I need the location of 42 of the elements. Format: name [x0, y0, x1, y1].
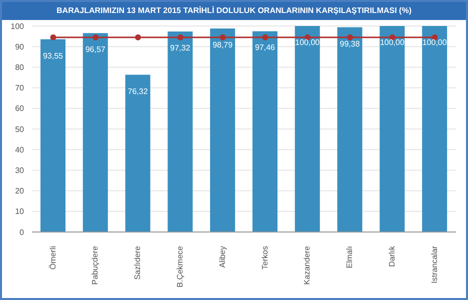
- x-tick-label: B.Çekmece: [176, 245, 185, 288]
- y-tick-label: 40: [15, 145, 25, 154]
- y-tick-label: 50: [15, 124, 25, 134]
- y-tick-label: 80: [15, 63, 25, 72]
- data-label: 98,79: [212, 40, 234, 50]
- x-tick-label: Darlık: [388, 245, 397, 267]
- y-tick-label: 100: [10, 22, 25, 31]
- data-label: 99,38: [340, 39, 360, 48]
- data-label: 97,32: [170, 44, 191, 53]
- y-tick-label: 20: [15, 186, 25, 196]
- bar: [337, 27, 362, 232]
- bar: [82, 33, 108, 232]
- bar: [125, 74, 150, 232]
- x-tick-label: Istrancalar: [430, 246, 439, 284]
- bar: [210, 28, 236, 232]
- bar: [294, 26, 320, 232]
- bar: [380, 26, 405, 232]
- x-tick-label: Sazlıdere: [133, 245, 142, 280]
- data-label: 96,57: [85, 45, 106, 54]
- data-label: 97,46: [254, 43, 276, 52]
- x-tick-label: Ömerli: [48, 246, 58, 270]
- x-tick-label: Kazandere: [302, 245, 312, 285]
- y-tick-label: 70: [15, 84, 25, 93]
- bar: [422, 26, 448, 232]
- bar: [252, 31, 278, 232]
- data-label: 100,00: [422, 38, 448, 47]
- x-tick-label: Elmalı: [345, 246, 354, 268]
- data-label: 100,00: [380, 38, 405, 47]
- y-tick-label: 10: [15, 207, 25, 216]
- data-label: 100,00: [295, 38, 320, 47]
- data-label: 76,32: [128, 86, 148, 96]
- chart-title: BARAJLARIMIZIN 13 MART 2015 TARİHLİ DOLULUK ORANLARININ KARŞILAŞTIRILMASI (%): [2, 2, 466, 20]
- y-tick-label: 30: [15, 166, 25, 176]
- x-tick-label: Terkos: [260, 246, 270, 270]
- y-tick-label: 90: [15, 42, 25, 52]
- bar: [168, 32, 193, 232]
- x-tick-label: Alibey: [218, 246, 227, 268]
- x-tick-label: Pabuçdere: [90, 245, 100, 285]
- y-tick-label: 0: [20, 228, 25, 237]
- bar: [40, 39, 66, 232]
- data-label: 93,55: [42, 51, 64, 60]
- y-tick-label: 60: [15, 104, 25, 114]
